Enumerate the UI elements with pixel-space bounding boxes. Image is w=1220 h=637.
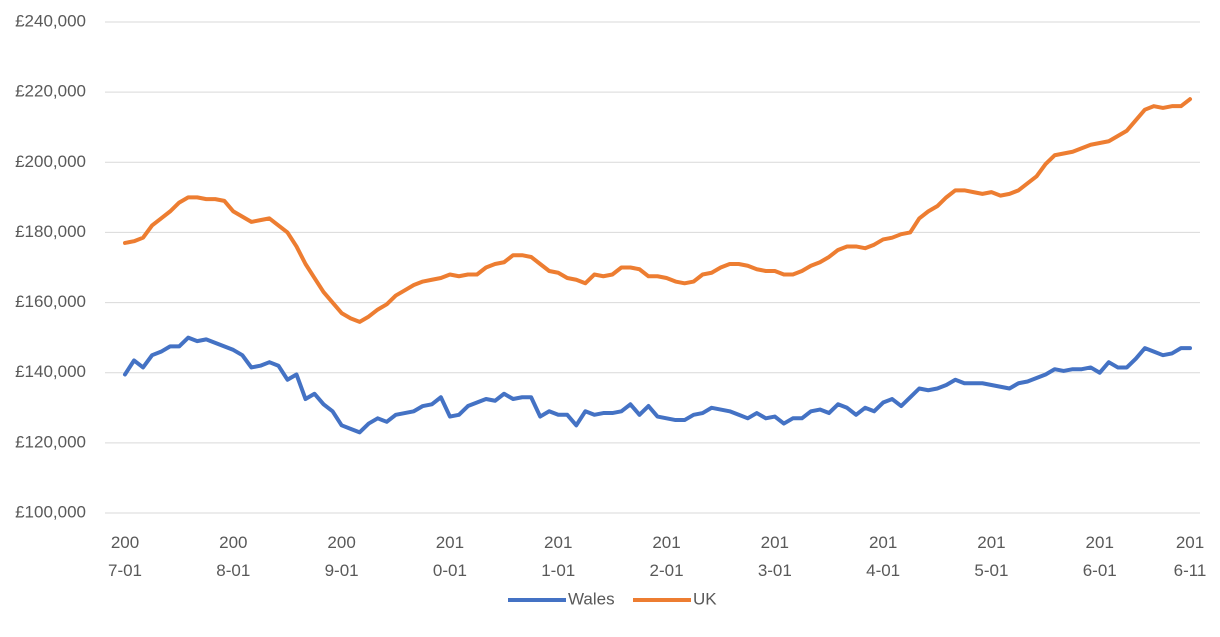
y-tick-label: £140,000 [15, 362, 86, 381]
x-tick-label: 2016-11 [1173, 533, 1207, 580]
x-tick-label: 2012-01 [649, 533, 684, 580]
y-tick-label: £220,000 [15, 82, 86, 101]
y-tick-label: £180,000 [15, 222, 86, 241]
y-tick-label: £240,000 [15, 11, 86, 30]
line-series [123, 97, 1192, 324]
x-tick-label: 2011-01 [541, 533, 576, 580]
x-tick-label: 2010-01 [432, 533, 467, 580]
line-series [123, 335, 1192, 435]
y-tick-label: £200,000 [15, 152, 86, 171]
y-tick-label: £160,000 [15, 292, 86, 311]
x-tick-label: 2014-01 [866, 533, 901, 580]
legend-label: UK [693, 589, 717, 608]
legend-label: Wales [568, 589, 615, 608]
x-tick-label: 2015-01 [974, 533, 1009, 580]
x-tick-label: 2007-01 [107, 533, 143, 580]
x-tick-label: 2008-01 [216, 533, 251, 580]
x-tick-label: 2013-01 [757, 533, 792, 580]
y-tick-label: £100,000 [15, 502, 86, 521]
y-tick-label: £120,000 [15, 432, 86, 451]
x-tick-label: 2016-01 [1082, 533, 1117, 580]
x-tick-label: 2009-01 [324, 533, 359, 580]
